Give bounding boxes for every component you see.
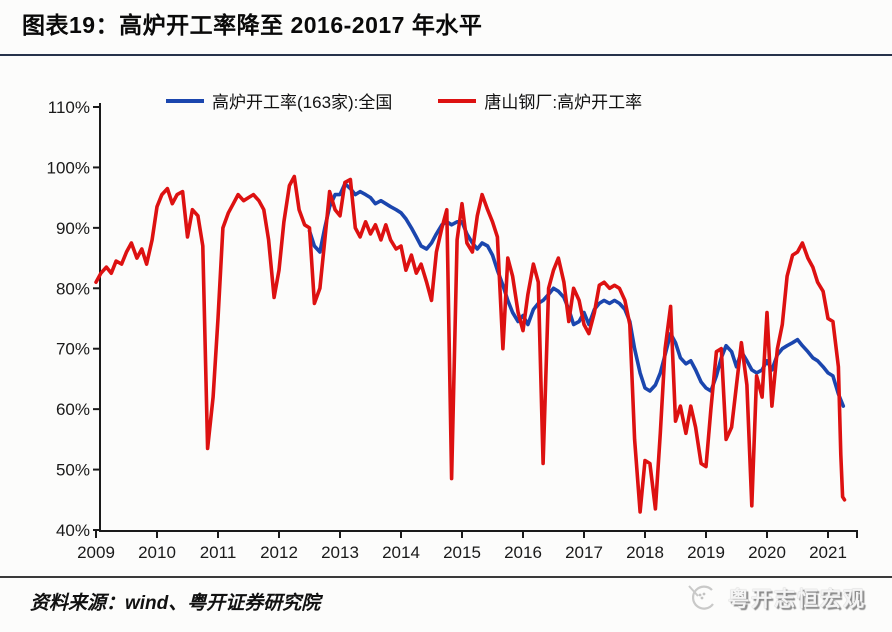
y-tick-label: 90% xyxy=(56,219,90,238)
tangshan-line-swatch xyxy=(438,98,477,103)
x-tick-label: 2013 xyxy=(321,543,359,562)
legend-label-national: 高炉开工率(163家):全国 xyxy=(212,93,393,112)
title-divider xyxy=(0,54,892,56)
yuekai-logo-icon xyxy=(688,585,714,610)
chart-legend: 高炉开工率(163家):全国 唐山钢厂:高炉开工率 xyxy=(166,88,642,113)
footer-divider xyxy=(0,576,892,578)
watermark-text: 粤开志恒宏观 xyxy=(728,588,866,611)
national-line-swatch xyxy=(166,98,204,103)
x-tick-label: 2012 xyxy=(260,543,298,562)
series-line-national xyxy=(307,181,846,408)
legend-label-tangshan: 唐山钢厂:高炉开工率 xyxy=(484,93,643,112)
x-tick-label: 2011 xyxy=(200,543,237,562)
y-tick-label: 70% xyxy=(56,340,90,359)
legend-item-national: 高炉开工率(163家):全国 xyxy=(166,88,392,113)
x-tick-label: 2017 xyxy=(565,543,603,562)
page-title: 图表19：高炉开工率降至 2016-2017 年水平 xyxy=(22,12,483,38)
x-tick-label: 2010 xyxy=(138,543,176,562)
y-tick-label: 40% xyxy=(56,521,90,540)
y-tick-label: 100% xyxy=(47,158,90,177)
x-tick-label: 2015 xyxy=(443,543,481,562)
x-tick-label: 2018 xyxy=(626,543,664,562)
x-tick-label: 2009 xyxy=(77,543,115,562)
source-note: 资料来源：wind、粤开证券研究院 xyxy=(30,593,321,614)
watermark: 粤开志恒宏观 xyxy=(686,582,866,614)
x-tick-label: 2019 xyxy=(687,543,725,562)
x-tick-label: 2021 xyxy=(809,543,847,562)
series-line-tangshan xyxy=(94,174,847,514)
x-tick-label: 2014 xyxy=(382,543,420,562)
legend-item-tangshan: 唐山钢厂:高炉开工率 xyxy=(438,88,642,113)
y-tick-label: 110% xyxy=(48,98,90,117)
x-tick-label: 2020 xyxy=(748,543,786,562)
y-tick-label: 80% xyxy=(56,279,90,298)
x-tick-label: 2016 xyxy=(504,543,542,562)
y-tick-label: 50% xyxy=(56,461,90,480)
y-tick-label: 60% xyxy=(56,400,90,419)
